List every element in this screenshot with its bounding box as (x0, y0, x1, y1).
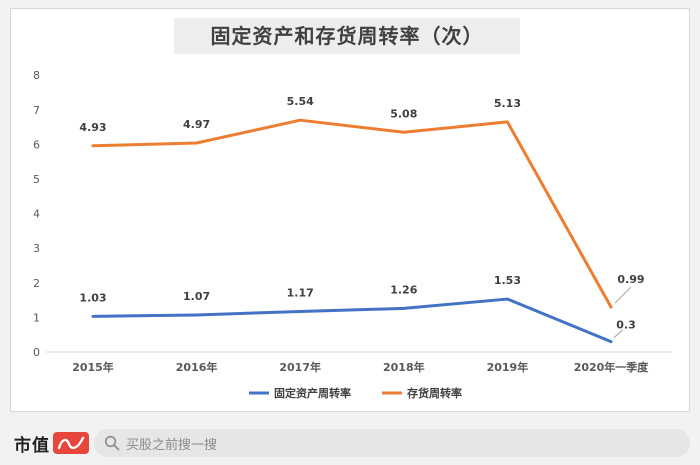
search-placeholder: 买股之前搜一搜 (126, 437, 218, 453)
footer-bar: 市值 买股之前搜一搜 (0, 420, 700, 465)
chart-card (10, 8, 690, 412)
x-tick-label: 2015年 (72, 360, 114, 374)
y-tick-label: 7 (33, 104, 40, 117)
legend-label: 固定资产周转率 (274, 386, 351, 400)
series-line-fixed-asset-turnover (91, 297, 613, 344)
y-tick-label: 2 (33, 277, 40, 290)
data-label: 4.93 (79, 121, 106, 134)
series-line-inventory-turnover (91, 118, 613, 309)
data-label: 1.26 (390, 283, 417, 296)
legend-label: 存货周转率 (407, 386, 462, 400)
y-tick-label: 5 (33, 173, 40, 186)
data-label: 5.08 (390, 107, 417, 120)
y-tick-label: 3 (33, 242, 40, 255)
line-chart: 0 1 2 3 4 5 6 7 8 2015年 2016年 2017年 2018年 2019年 2020年一… (33, 69, 672, 400)
brand-logo: 市值 (14, 430, 89, 456)
data-label: 4.97 (183, 118, 210, 131)
search-icon (104, 435, 120, 451)
brand-emblem-icon (53, 432, 89, 454)
chart-title: 固定资产和存货周转率（次） (210, 24, 484, 48)
x-tick-label: 2018年 (383, 360, 425, 374)
data-label: 1.17 (287, 287, 314, 300)
y-tick-label: 6 (33, 138, 40, 151)
data-label: 5.13 (494, 97, 521, 110)
data-label: 1.03 (79, 291, 106, 304)
label-leader-line (613, 329, 624, 338)
y-tick-label: 1 (33, 311, 40, 324)
data-label: 5.54 (287, 95, 314, 108)
x-tick-label: 2016年 (176, 360, 218, 374)
brand-name: 市值 (14, 435, 50, 456)
data-label: 1.53 (494, 274, 521, 287)
label-leader-line (614, 286, 632, 304)
x-tick-label: 2020年一季度 (574, 360, 650, 374)
y-tick-label: 4 (33, 208, 40, 221)
search-input[interactable]: 买股之前搜一搜 (94, 429, 690, 457)
y-tick-label: 8 (33, 69, 40, 82)
data-label: 0.99 (617, 273, 644, 286)
data-label: 0.3 (616, 319, 636, 332)
x-tick-label: 2017年 (279, 360, 321, 374)
title-background (174, 18, 520, 54)
data-label: 1.07 (183, 290, 210, 303)
y-tick-label: 0 (33, 346, 40, 359)
x-tick-label: 2019年 (487, 360, 529, 374)
